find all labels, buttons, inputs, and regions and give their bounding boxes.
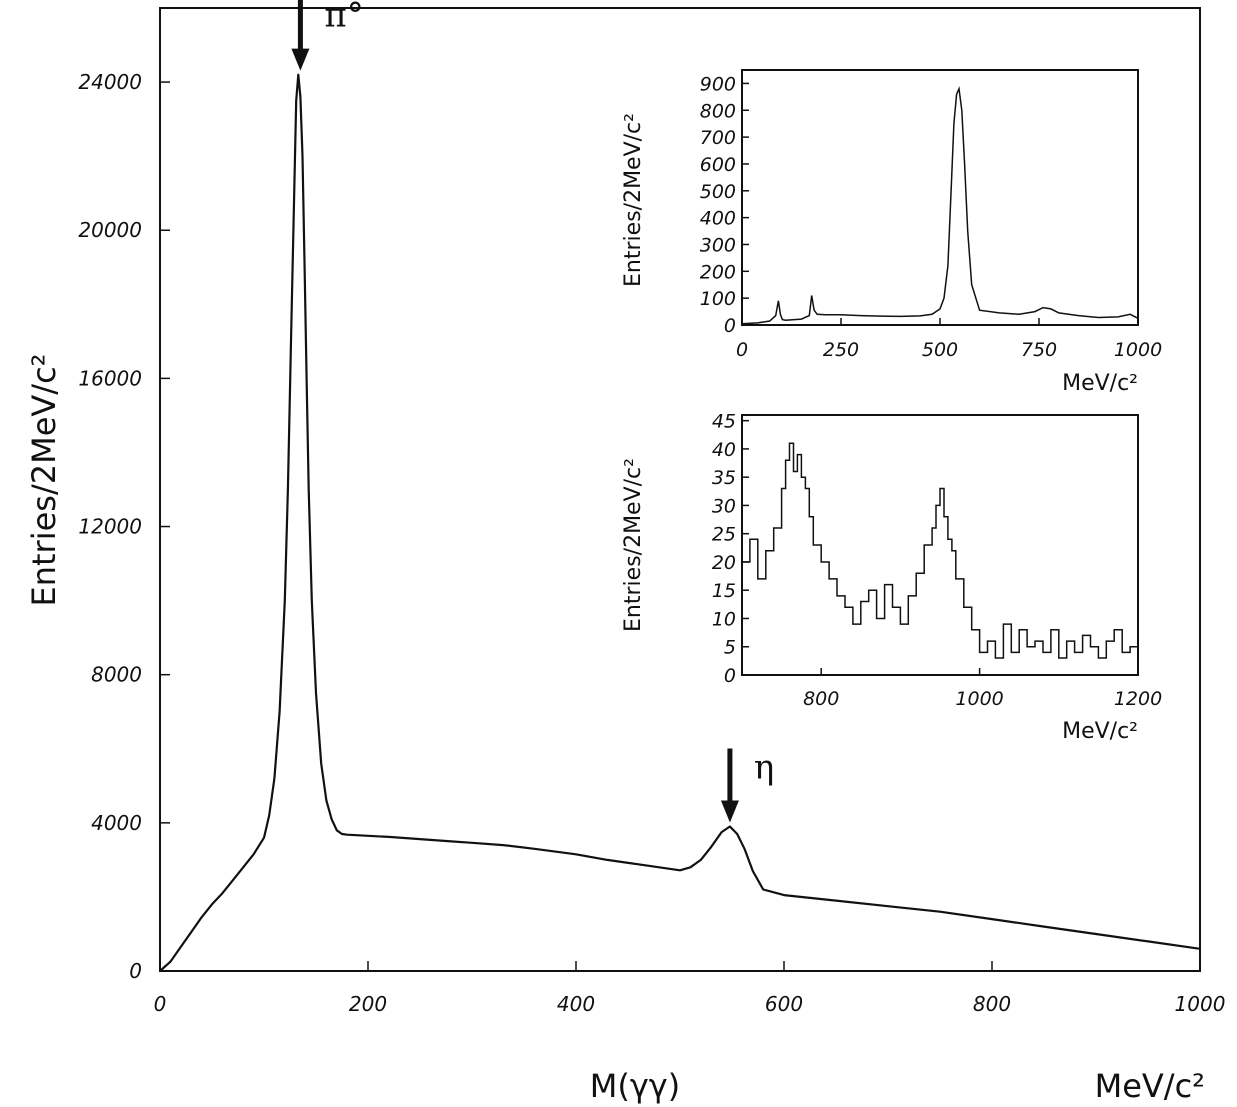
main-x-tick-label: 600: [765, 992, 803, 1016]
inset-top-y-tick-label: 0: [724, 315, 736, 337]
inset-top-panel: 0 100 200 300 400 500 600 700 800 900 0 250 500 750 1…: [610, 58, 1170, 398]
inset-bottom-x-axis-unit: MeV/c²: [1062, 719, 1138, 744]
inset-top-x-ticks: 0 250 500 750 1000: [736, 318, 1162, 361]
main-x-axis-unit: MeV/c²: [1095, 1067, 1205, 1105]
inset-bottom-plot-frame: [741, 414, 1139, 676]
main-x-tick-label: 400: [557, 992, 595, 1016]
main-x-tick-label: 800: [973, 992, 1011, 1016]
inset-top-y-tick-label: 400: [700, 208, 736, 230]
inset-top-y-tick-label: 500: [700, 181, 736, 203]
main-y-tick-label: 4000: [91, 811, 142, 835]
main-y-tick-label: 8000: [91, 663, 142, 687]
main-plot-frame: [159, 7, 1201, 972]
inset-bottom-y-tick-label: 45: [712, 411, 736, 433]
inset-bottom-y-tick-label: 35: [712, 467, 736, 489]
main-x-ticks: 0 200 400 600 800 1000: [154, 961, 1226, 1016]
inset-top-y-axis-title: Entries/2MeV/c²: [621, 113, 646, 287]
inset-top-y-tick-label: 100: [700, 288, 736, 310]
main-y-tick-label: 24000: [78, 70, 142, 94]
main-y-ticks: 0 4000 8000 12000 16000 20000 24000: [78, 70, 170, 983]
inset-bottom-y-tick-label: 25: [712, 524, 736, 546]
inset-bottom-y-tick-label: 30: [712, 495, 736, 517]
annotation-label: π°: [324, 0, 363, 36]
inset-top-x-tick-label: 250: [823, 339, 859, 361]
inset-top-x-tick-label: 500: [922, 339, 958, 361]
inset-bottom-y-tick-label: 10: [712, 608, 736, 630]
inset-top-y-tick-label: 200: [700, 261, 736, 283]
inset-top-y-tick-label: 300: [700, 234, 736, 256]
inset-top-y-tick-label: 700: [700, 127, 736, 149]
inset-top-series-line: [741, 86, 1139, 325]
inset-bottom-x-tick-label: 1200: [1114, 688, 1162, 710]
inset-bottom-background: [610, 405, 1170, 745]
inset-top-x-axis-unit: MeV/c²: [1062, 371, 1138, 396]
inset-top-y-ticks: 0 100 200 300 400 500 600 700 800 900: [700, 73, 749, 337]
inset-bottom-y-tick-label: 0: [724, 665, 736, 687]
down-arrow-icon: [291, 48, 310, 71]
main-y-tick-label: 16000: [78, 366, 142, 390]
annotation-label: η: [754, 748, 774, 788]
inset-top-y-tick-label: 800: [700, 100, 736, 122]
main-annotations: π° η: [291, 0, 774, 823]
inset-bottom-y-tick-label: 40: [712, 439, 736, 461]
main-y-tick-label: 12000: [78, 515, 142, 539]
inset-top-y-tick-label: 600: [700, 154, 736, 176]
inset-bottom-series-line: [742, 442, 1139, 659]
inset-top-x-tick-label: 1000: [1114, 339, 1162, 361]
down-arrow-icon: [720, 800, 739, 823]
inset-bottom-x-tick-label: 800: [803, 688, 839, 710]
inset-top-x-tick-label: 750: [1021, 339, 1057, 361]
inset-bottom-y-tick-label: 5: [724, 637, 736, 659]
main-y-axis-title: Entries/2MeV/c²: [25, 354, 63, 607]
main-y-tick-label: 0: [129, 959, 142, 983]
inset-bottom-panel: 0 5 10 15 20 25 30 35 40 45 800 1000 1200 Entries/2…: [610, 405, 1170, 745]
main-y-tick-label: 20000: [78, 218, 142, 242]
inset-top-background: [610, 58, 1170, 398]
inset-bottom-x-ticks: 800 1000 1200: [803, 668, 1162, 710]
inset-top-y-tick-label: 900: [700, 73, 736, 95]
inset-bottom-y-axis-title: Entries/2MeV/c²: [621, 458, 646, 632]
main-x-tick-label: 1000: [1175, 992, 1226, 1016]
main-series-line: [159, 73, 1201, 972]
main-x-axis-title: M(γγ): [590, 1067, 680, 1105]
inset-bottom-y-tick-label: 20: [712, 552, 736, 574]
inset-bottom-y-ticks: 0 5 10 15 20 25 30 35 40 45: [712, 411, 749, 687]
inset-top-x-tick-label: 0: [736, 339, 748, 361]
inset-bottom-y-tick-label: 15: [712, 580, 736, 602]
main-x-tick-label: 0: [154, 992, 167, 1016]
inset-bottom-x-tick-label: 1000: [955, 688, 1003, 710]
main-x-tick-label: 200: [349, 992, 387, 1016]
